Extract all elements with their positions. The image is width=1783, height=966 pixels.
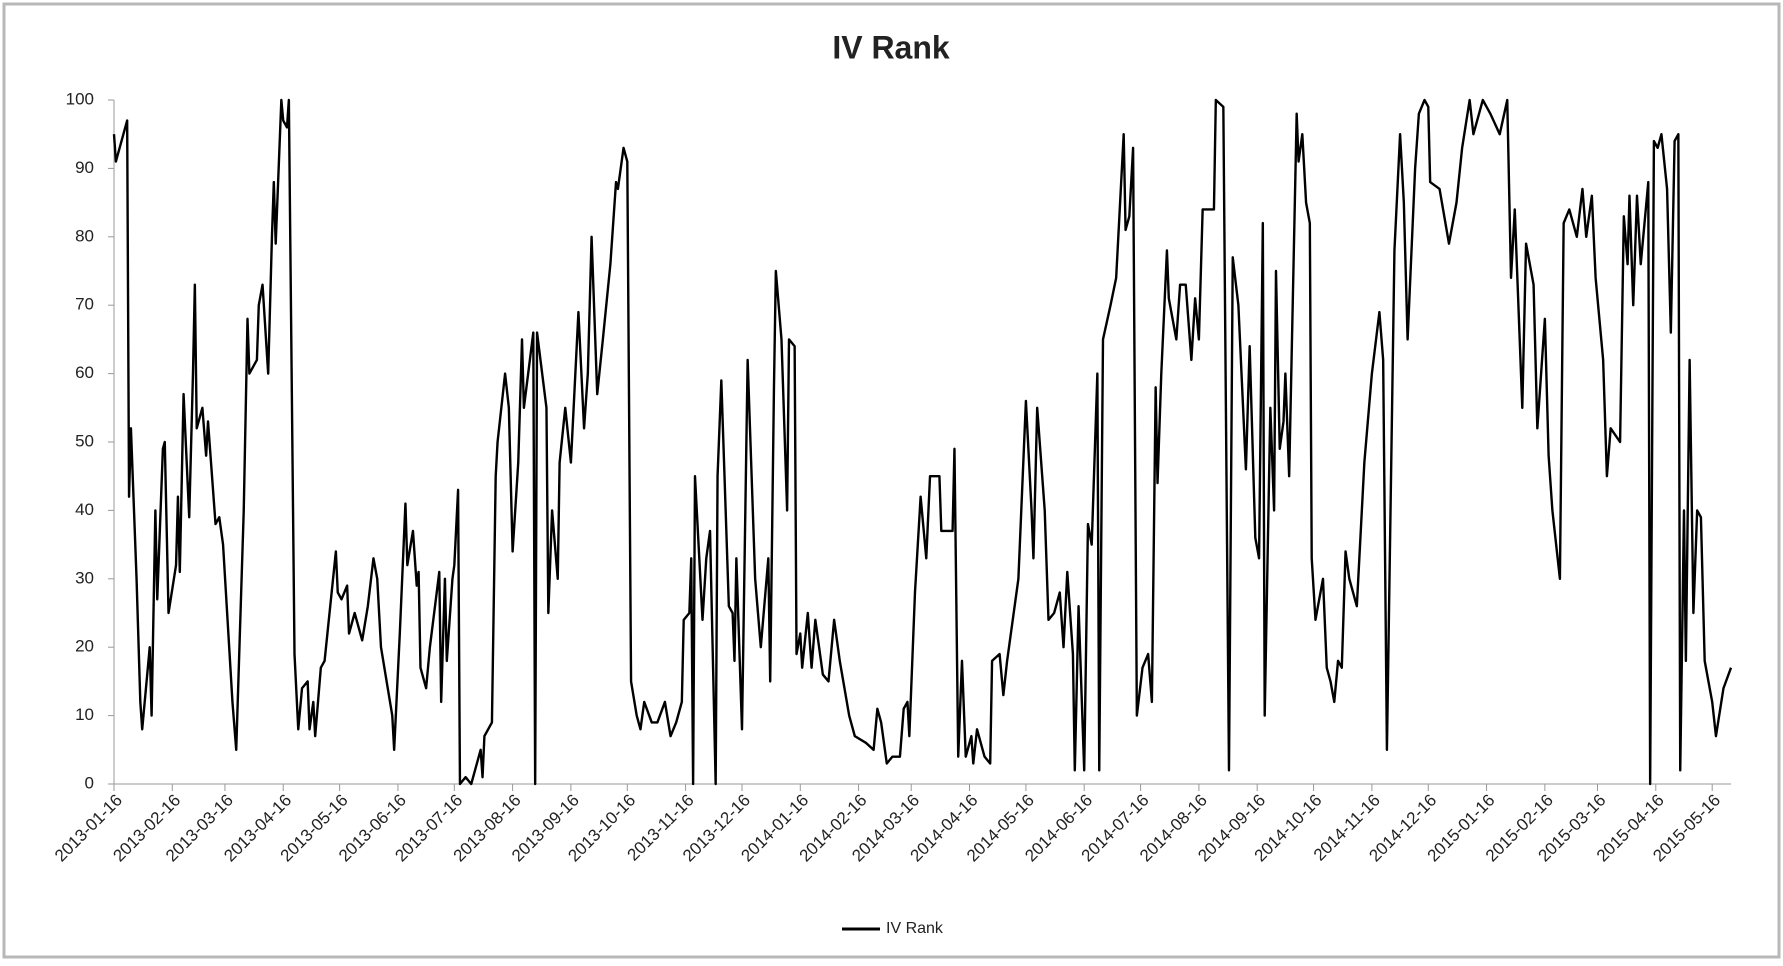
y-tick-label: 0 <box>85 773 94 792</box>
y-tick-label: 30 <box>75 568 94 587</box>
y-tick-label: 50 <box>75 431 94 450</box>
y-tick-label: 20 <box>75 637 94 656</box>
chart-title: IV Rank <box>832 29 950 65</box>
y-tick-label: 60 <box>75 363 94 382</box>
y-tick-label: 80 <box>75 226 94 245</box>
data-line <box>112 98 1733 786</box>
y-tick-label: 70 <box>75 295 94 314</box>
legend-label: IV Rank <box>886 920 944 937</box>
y-tick-label: 10 <box>75 705 94 724</box>
y-tick-label: 90 <box>75 158 94 177</box>
y-tick-label: 40 <box>75 500 94 519</box>
y-tick-label: 100 <box>66 89 94 108</box>
